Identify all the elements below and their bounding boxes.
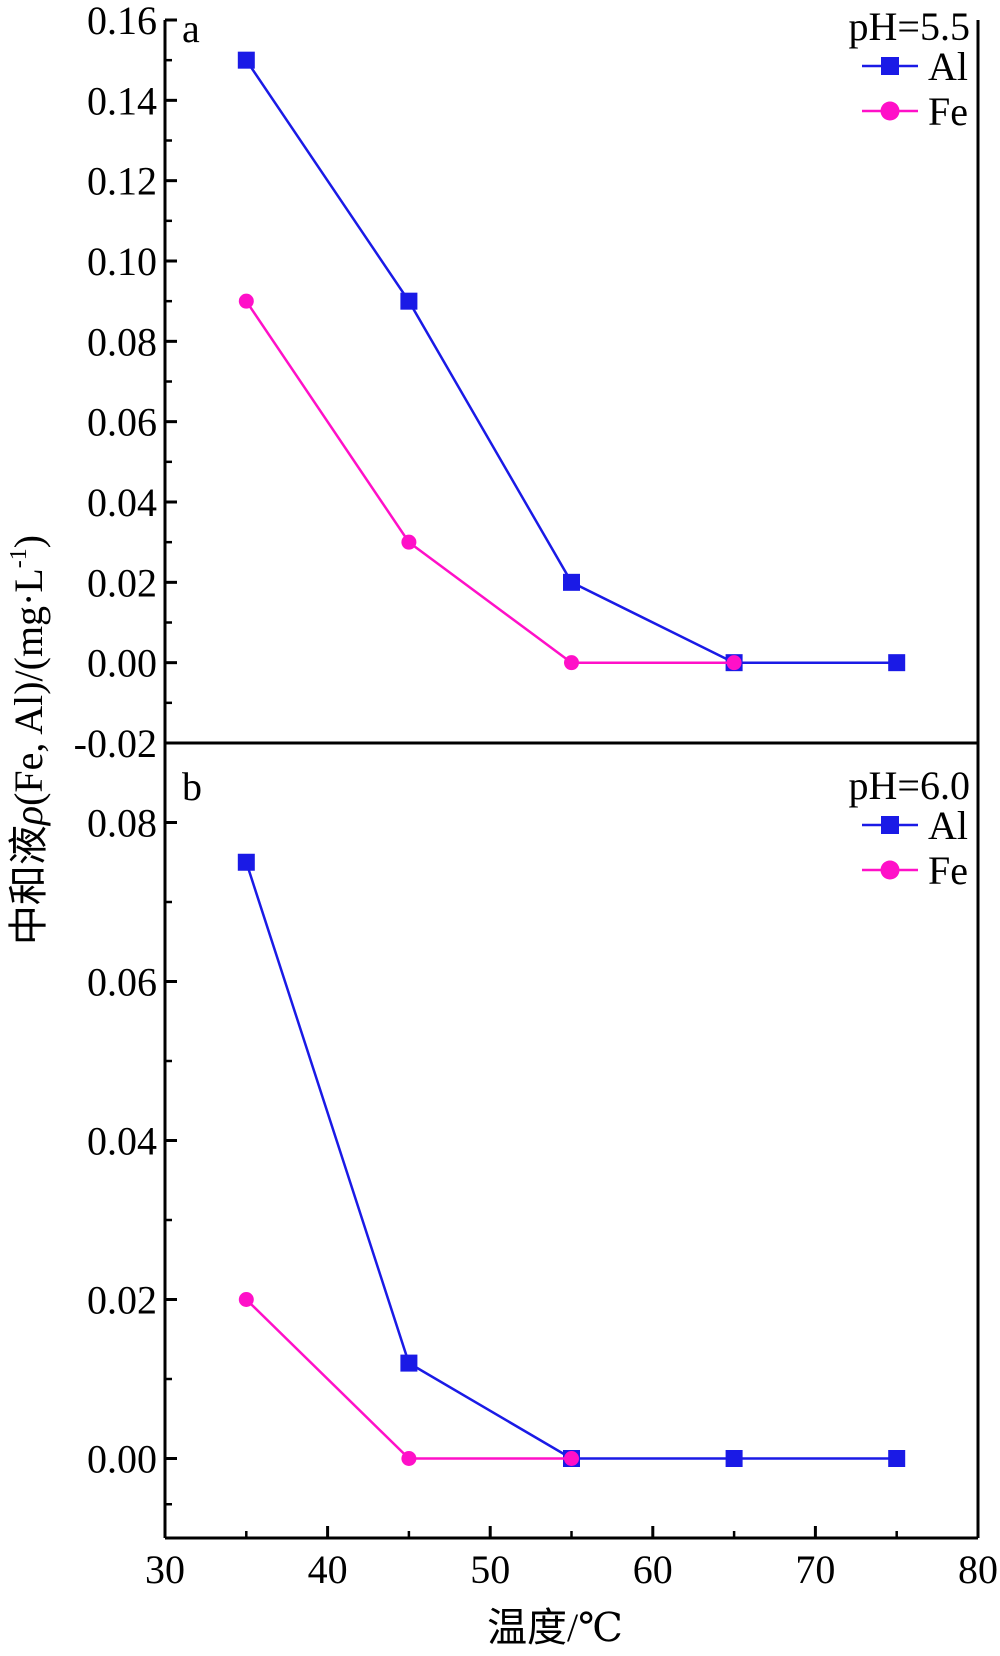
data-point-fe (564, 655, 579, 671)
data-point-fe (564, 1451, 579, 1466)
legend-marker-fe (880, 860, 900, 880)
data-point-al (888, 1450, 906, 1467)
data-point-al (725, 1450, 743, 1467)
data-point-fe (238, 1292, 254, 1307)
data-point-al (888, 654, 906, 672)
y-tick-label: 0.04 (87, 1119, 157, 1164)
data-point-al (237, 853, 255, 871)
legend-label-fe: Fe (928, 89, 968, 134)
data-point-al (400, 292, 418, 310)
data-point-fe (401, 1451, 417, 1466)
y-tick-label: -0.02 (74, 721, 157, 766)
legend-label-al: Al (928, 44, 968, 89)
y-tick-label: 0.06 (87, 960, 157, 1005)
y-tick-label: 0.14 (87, 78, 157, 123)
y-axis-title: 中和液ρ(Fe, Al)/(mg·L-1) (6, 535, 51, 945)
y-tick-label: 0.02 (87, 560, 157, 605)
y-tick-label: 0.16 (87, 0, 157, 43)
y-axis-title-rest: (Fe, Al)/(mg·L (6, 568, 51, 806)
y-axis-title-sup: -1 (6, 548, 32, 568)
panel-label: b (182, 764, 202, 809)
data-point-fe (401, 534, 417, 550)
series-line-fe (245, 300, 735, 664)
y-tick-label: 0.00 (87, 1437, 157, 1482)
legend-marker-al (881, 816, 899, 834)
y-axis-title-rho: ρ (6, 806, 51, 827)
data-point-fe (238, 293, 254, 309)
y-tick-label: 0.08 (87, 801, 157, 846)
data-point-al (400, 1354, 418, 1372)
x-tick-label: 40 (308, 1547, 348, 1592)
y-tick-label: 0.08 (87, 319, 157, 364)
x-tick-label: 30 (145, 1547, 185, 1592)
data-point-al (563, 573, 580, 591)
x-tick-label: 60 (633, 1547, 673, 1592)
series-line-al (245, 861, 897, 1460)
y-tick-label: 0.12 (87, 159, 157, 204)
legend-label-fe: Fe (928, 848, 968, 893)
y-tick-label: 0.02 (87, 1278, 157, 1323)
data-point-fe (726, 655, 742, 671)
panels: -0.02 0.00 0.02 0.04 0.06 0.08 0.10 0.12 0.14 0.1… (74, 0, 998, 1592)
legend-marker-al (881, 57, 899, 75)
x-tick-label: 70 (795, 1547, 835, 1592)
data-point-al (237, 51, 255, 69)
legend-title: pH=6.0 (849, 763, 970, 808)
legend-title: pH=5.5 (849, 4, 970, 49)
y-tick-label: 0.06 (87, 400, 157, 445)
y-tick-label: 0.04 (87, 480, 157, 525)
series-line-al (245, 59, 897, 664)
x-axis-title: 温度/℃ (487, 1605, 623, 1650)
x-tick-label: 50 (470, 1547, 510, 1592)
legend-marker-fe (880, 101, 900, 121)
y-tick-label: 0.10 (87, 239, 157, 284)
x-tick-label: 80 (958, 1547, 998, 1592)
legend-label-al: Al (928, 803, 968, 848)
series-line-fe (245, 1298, 572, 1460)
panel-a: -0.02 0.00 0.02 0.04 0.06 0.08 0.10 0.12 0.14 0.1… (74, 0, 980, 766)
y-axis-title-end: ) (6, 535, 51, 548)
y-axis-title-prefix: 中和液 (6, 825, 51, 945)
y-tick-label: 0.00 (87, 641, 157, 686)
panel-label: a (182, 6, 200, 51)
